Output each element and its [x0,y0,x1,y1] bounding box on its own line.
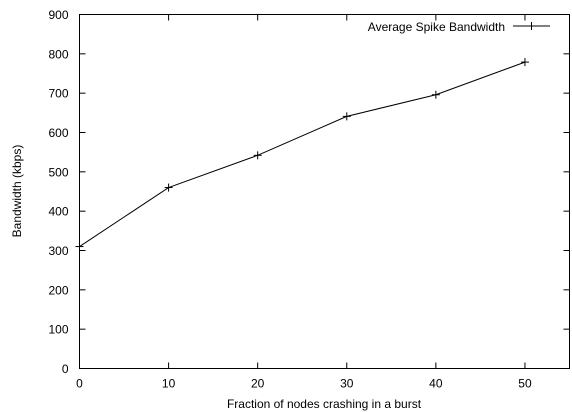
x-tick-label: 30 [340,377,354,391]
y-tick-label: 0 [62,362,69,376]
data-point [164,183,173,192]
y-tick-label: 400 [48,205,68,219]
legend-label: Average Spike Bandwidth [368,20,505,34]
legend: Average Spike Bandwidth [368,20,550,34]
data-point [342,112,351,121]
series-line [79,61,526,247]
plot-frame [79,14,570,369]
x-tick-label: 50 [518,377,532,391]
data-point [520,58,529,67]
legend-marker [527,22,536,30]
y-axis-title: Bandwidth (kbps) [10,145,24,238]
y-tick-label: 200 [48,283,68,297]
data-point [431,90,440,99]
data-point [253,151,262,160]
y-tick-label: 600 [48,126,68,140]
y-tick-label: 700 [48,87,68,101]
y-tick-label: 100 [48,323,68,337]
y-tick-label: 300 [48,244,68,258]
x-tick-label: 20 [251,377,265,391]
x-tick-label: 0 [76,377,83,391]
x-axis-title: Fraction of nodes crashing in a burst [227,397,422,411]
y-tick-label: 800 [48,47,68,61]
y-tick-label: 900 [48,8,68,22]
x-tick-label: 40 [429,377,443,391]
series-layer [75,58,529,251]
y-tick-label: 500 [48,165,68,179]
x-tick-label: 10 [162,377,176,391]
